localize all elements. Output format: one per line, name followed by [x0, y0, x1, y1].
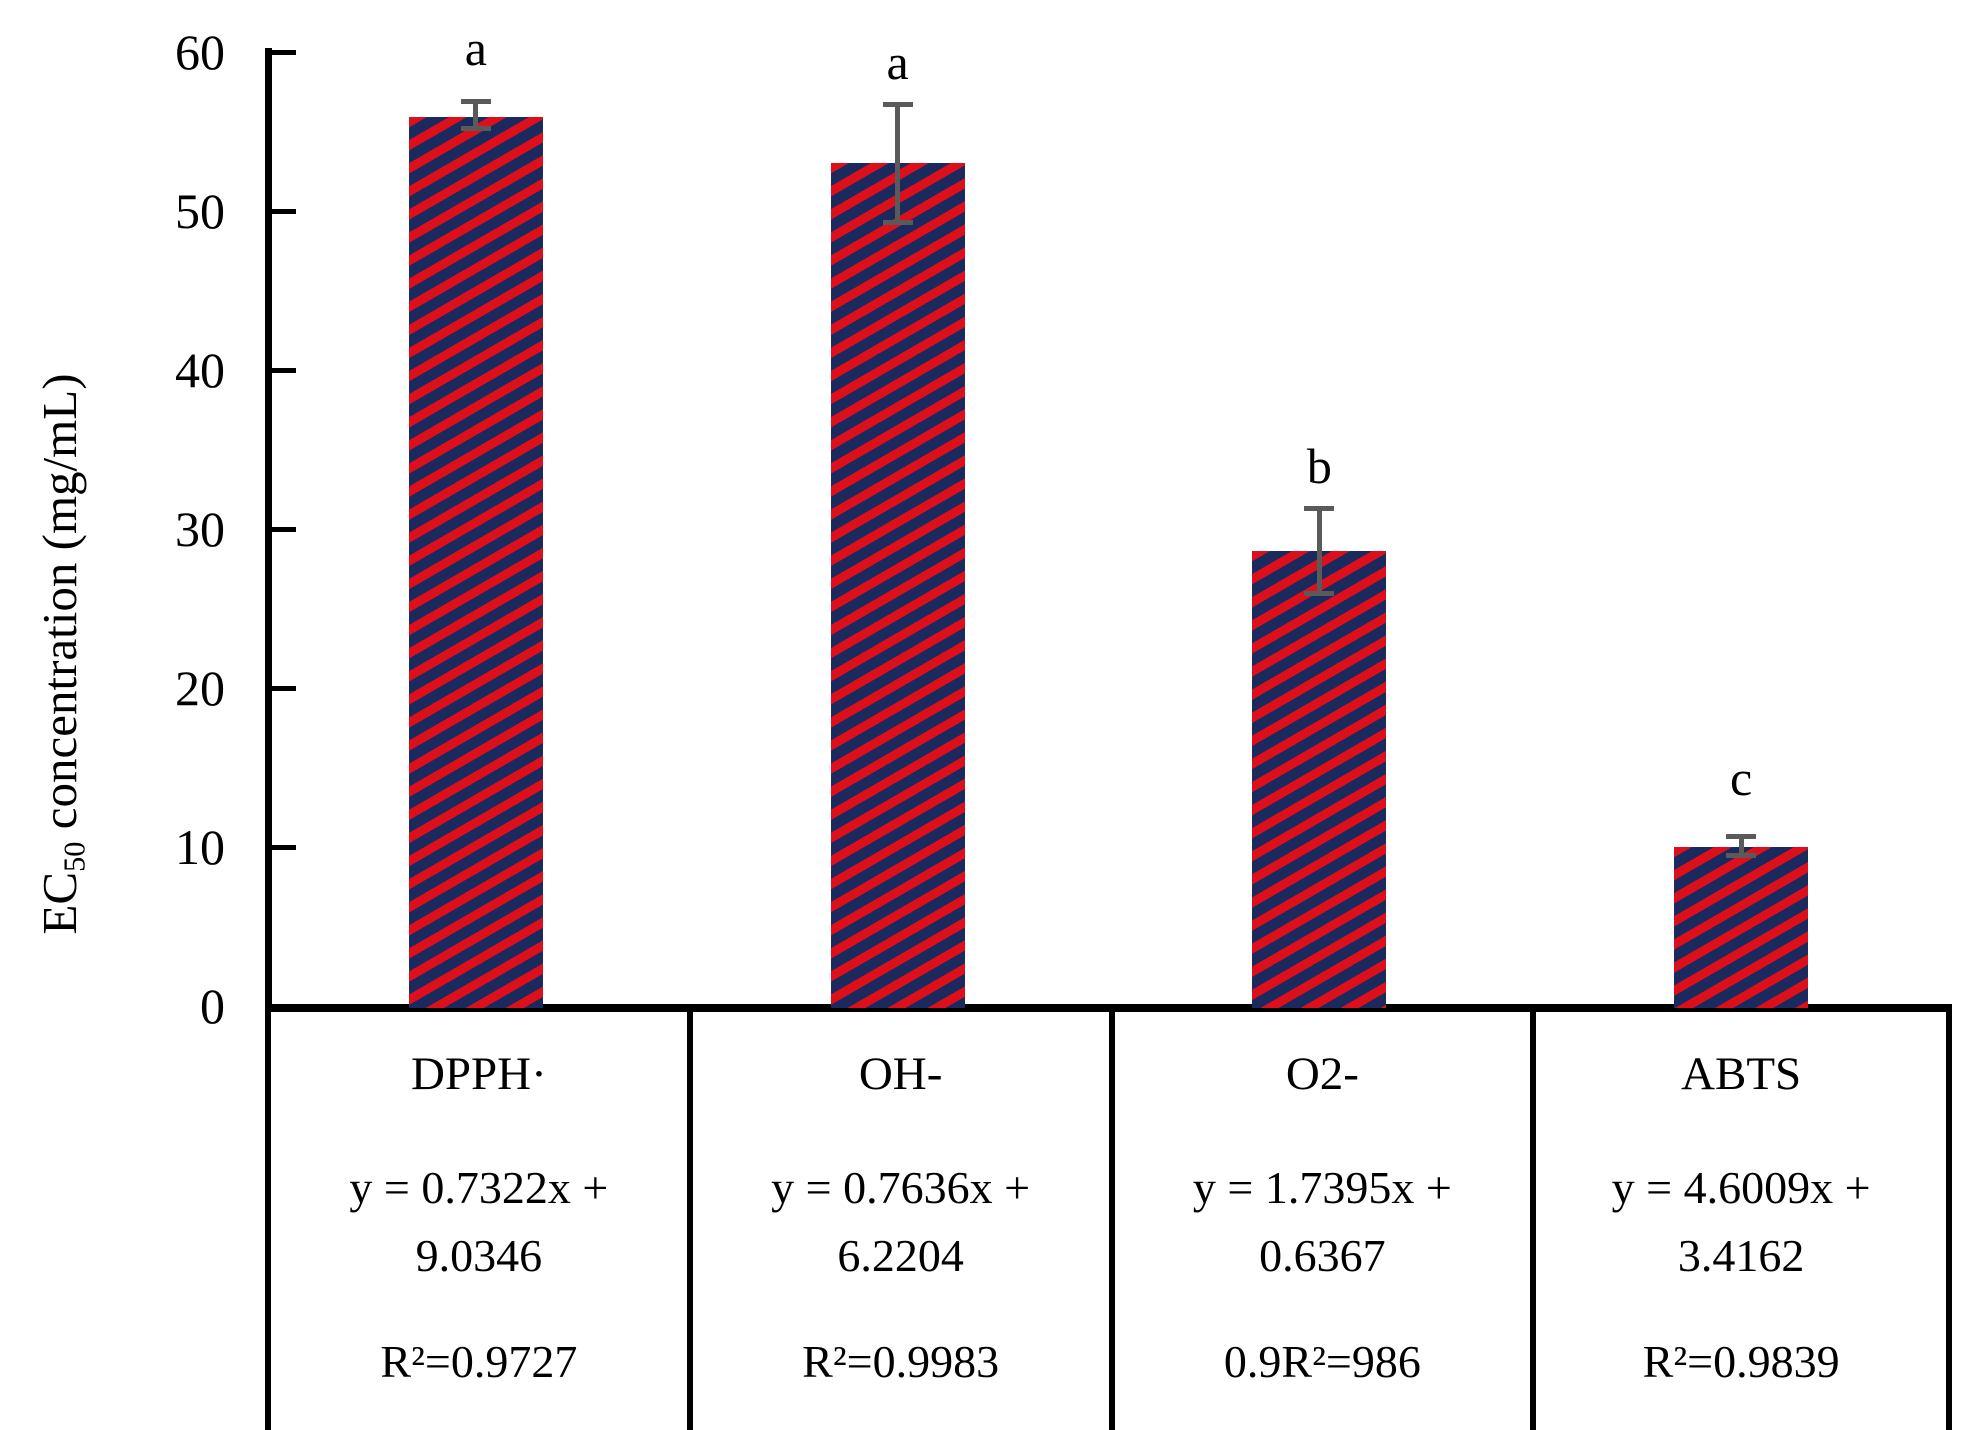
error-bar-cap-top: [1726, 833, 1757, 839]
category-label: OH-: [858, 1048, 943, 1100]
r-squared-value: R²=0.9727: [380, 1336, 578, 1387]
error-bar-cap-bottom: [460, 126, 491, 132]
y-tick-label: 60: [175, 24, 225, 80]
equation-line2: 3.4162: [1677, 1230, 1805, 1281]
error-bar-cap-top: [460, 99, 491, 105]
category-label: O2-: [1285, 1048, 1359, 1100]
table-cell-oh: OH- y = 0.7636x + 6.2204 R²=0.9983: [686, 1004, 1109, 1430]
category-label: DPPH·: [410, 1048, 547, 1100]
y-tick-label: 30: [175, 501, 225, 557]
equation-line2: 6.2204: [837, 1230, 964, 1281]
bar: [408, 117, 543, 1008]
y-axis-tick: [272, 686, 296, 691]
y-axis-tick: [272, 368, 296, 373]
equation-line1: y = 0.7322x +: [349, 1162, 609, 1213]
category-label: ABTS: [1681, 1048, 1802, 1100]
equation-line1: y = 0.7636x +: [771, 1162, 1031, 1213]
y-tick-label: 50: [175, 183, 225, 239]
y-tick-label: 10: [175, 819, 225, 875]
equation-line2: 0.6367: [1259, 1230, 1386, 1281]
significance-letter: a: [464, 20, 487, 77]
table-cell-dpph: DPPH· y = 0.7322x + 9.0346 R²=0.9727: [265, 1004, 687, 1430]
error-bar-line: [1738, 835, 1744, 855]
y-axis-tick: [272, 50, 296, 55]
significance-letter: a: [886, 34, 909, 91]
equation-line2: 9.0346: [415, 1230, 543, 1281]
error-bar-cap-top: [1304, 506, 1335, 512]
y-axis-tick: [272, 845, 296, 850]
significance-letter: b: [1306, 438, 1332, 495]
y-axis-tick: [272, 209, 296, 214]
r-squared-value: R²=0.9983: [802, 1336, 1000, 1387]
y-tick-label: 40: [175, 342, 225, 398]
y-axis-tick: [272, 527, 296, 532]
equation-line1: y = 1.7395x +: [1192, 1162, 1452, 1213]
y-axis-line: [265, 48, 272, 1012]
error-bar-line: [1316, 508, 1322, 593]
error-bar-cap-bottom: [882, 220, 913, 226]
y-tick-label: 0: [200, 978, 225, 1034]
r-squared-value: R²=0.9839: [1642, 1336, 1840, 1387]
equation-line1: y = 4.6009x +: [1611, 1162, 1871, 1213]
error-bar-cap-bottom: [1304, 590, 1335, 596]
significance-letter: c: [1730, 750, 1753, 806]
table-cell-abts: ABTS y = 4.6009x + 3.4162 R²=0.9839: [1530, 1004, 1952, 1430]
r-squared-value: 0.9R²=986: [1223, 1336, 1421, 1387]
error-bar-cap-bottom: [1726, 852, 1757, 858]
table-cell-o2: O2- y = 1.7395x + 0.6367 0.9R²=986: [1108, 1004, 1531, 1430]
error-bar-line: [473, 101, 479, 129]
error-bar-line: [895, 104, 901, 223]
y-tick-label: 20: [175, 660, 225, 716]
bar: [1674, 847, 1809, 1008]
error-bar-cap-top: [882, 102, 913, 108]
bar: [1252, 551, 1387, 1008]
bar: [830, 163, 965, 1008]
